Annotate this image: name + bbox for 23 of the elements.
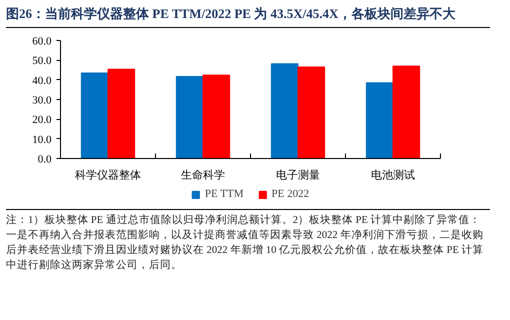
x-tick-label: 科学仪器整体 xyxy=(75,170,141,182)
y-tick-label: 50.0 xyxy=(32,55,52,68)
bar xyxy=(80,72,108,158)
bar xyxy=(366,82,394,158)
y-tick-label: 40.0 xyxy=(32,74,52,87)
legend-label: PE TTM xyxy=(204,188,244,200)
chart-title: 图26：当前科学仪器整体 PE TTM/2022 PE 为 43.5X/45.4X，各板块间差异不大 xyxy=(6,5,490,28)
bar xyxy=(176,76,204,158)
x-tick-label: 生命科学 xyxy=(181,168,225,182)
x-tick-label: 电子测量 xyxy=(276,168,320,182)
bar xyxy=(298,66,326,158)
y-tick-label: 0.0 xyxy=(38,154,52,166)
x-tick-label: 电池测试 xyxy=(371,168,415,182)
bar xyxy=(108,68,136,158)
y-tick-label: 30.0 xyxy=(32,94,52,106)
bar xyxy=(202,74,230,158)
y-tick-label: 10.0 xyxy=(32,134,52,146)
y-tick-label: 60.0 xyxy=(32,36,52,48)
bar xyxy=(270,63,298,158)
text: 注：1）板块整体 PE 通过总市值除以归母净利润总额计算。2）板块整体 PE 计算中剔除了异常值：一是不再纳入合并报表范围影响，以及计提商誉减值等因素导致 2022 年净利润下滑亏损，二是收购后并表经营业绩下滑且因业绩对赌协议在 2022 年新增 10 亿元股权公允价值，故在板块整体 PE 计算中进行剔除这两家异常公司，后同。 xyxy=(6,209,490,273)
bar xyxy=(392,66,420,158)
y-tick-label: 20.0 xyxy=(32,114,52,126)
legend-label: PE 2022 xyxy=(272,188,310,200)
